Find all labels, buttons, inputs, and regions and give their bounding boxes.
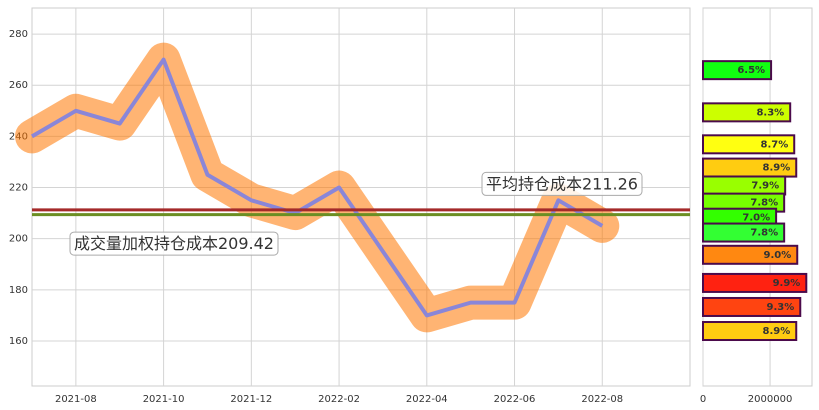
x-tick-label: 2022-04: [406, 394, 448, 405]
x-tick-label: 2022-02: [318, 394, 360, 405]
percent-label: 8.9%: [763, 163, 791, 174]
x-tick-label: 2022-08: [581, 394, 623, 405]
percent-label: 6.5%: [737, 65, 765, 76]
x-tick-label: 2021-08: [55, 394, 97, 405]
cost-label: 成交量加权持仓成本209.42: [69, 231, 279, 256]
plot-frame: [31, 7, 691, 387]
x-tick-label: 2022-06: [494, 394, 536, 405]
y-tick-label: 260: [9, 80, 28, 91]
percent-label: 9.9%: [773, 278, 801, 289]
cost-label-box: [69, 231, 279, 256]
volume-bar: [702, 321, 798, 342]
percent-label: 9.0%: [764, 250, 792, 261]
percent-label: 8.7%: [760, 139, 788, 150]
volume-bar: [702, 222, 786, 243]
x-tick-label: 2000000: [748, 394, 793, 405]
volume-bar: [702, 134, 796, 155]
volume-bar: [702, 102, 792, 123]
y-tick-label: 160: [9, 336, 28, 347]
percent-label: 7.8%: [750, 228, 778, 239]
y-tick-label: 200: [9, 234, 28, 245]
y-tick-label: 180: [9, 285, 28, 296]
percent-label: 8.9%: [763, 326, 791, 337]
volume-bar: [702, 244, 799, 265]
percent-label: 7.8%: [750, 198, 778, 209]
percent-label: 8.3%: [756, 107, 784, 118]
percent-label: 9.3%: [767, 302, 795, 313]
cost-label-text: 成交量加权持仓成本209.42: [74, 234, 274, 253]
percent-label: 7.9%: [751, 180, 779, 191]
cost-label: 平均持仓成本211.26: [481, 171, 643, 196]
y-tick-label: 280: [9, 29, 28, 40]
cost-label-box: [481, 171, 643, 196]
x-tick-label: 2021-12: [230, 394, 272, 405]
volume-bar: [702, 272, 808, 293]
volume-bar: [702, 60, 773, 81]
price-line: [30, 57, 604, 318]
y-tick-label: 220: [9, 183, 28, 194]
cost-label-text: 平均持仓成本211.26: [486, 174, 638, 193]
x-tick-label: 0: [700, 394, 706, 405]
x-tick-label: 2021-10: [143, 394, 185, 405]
volume-bar: [702, 296, 802, 317]
percent-label: 7.0%: [742, 213, 770, 224]
